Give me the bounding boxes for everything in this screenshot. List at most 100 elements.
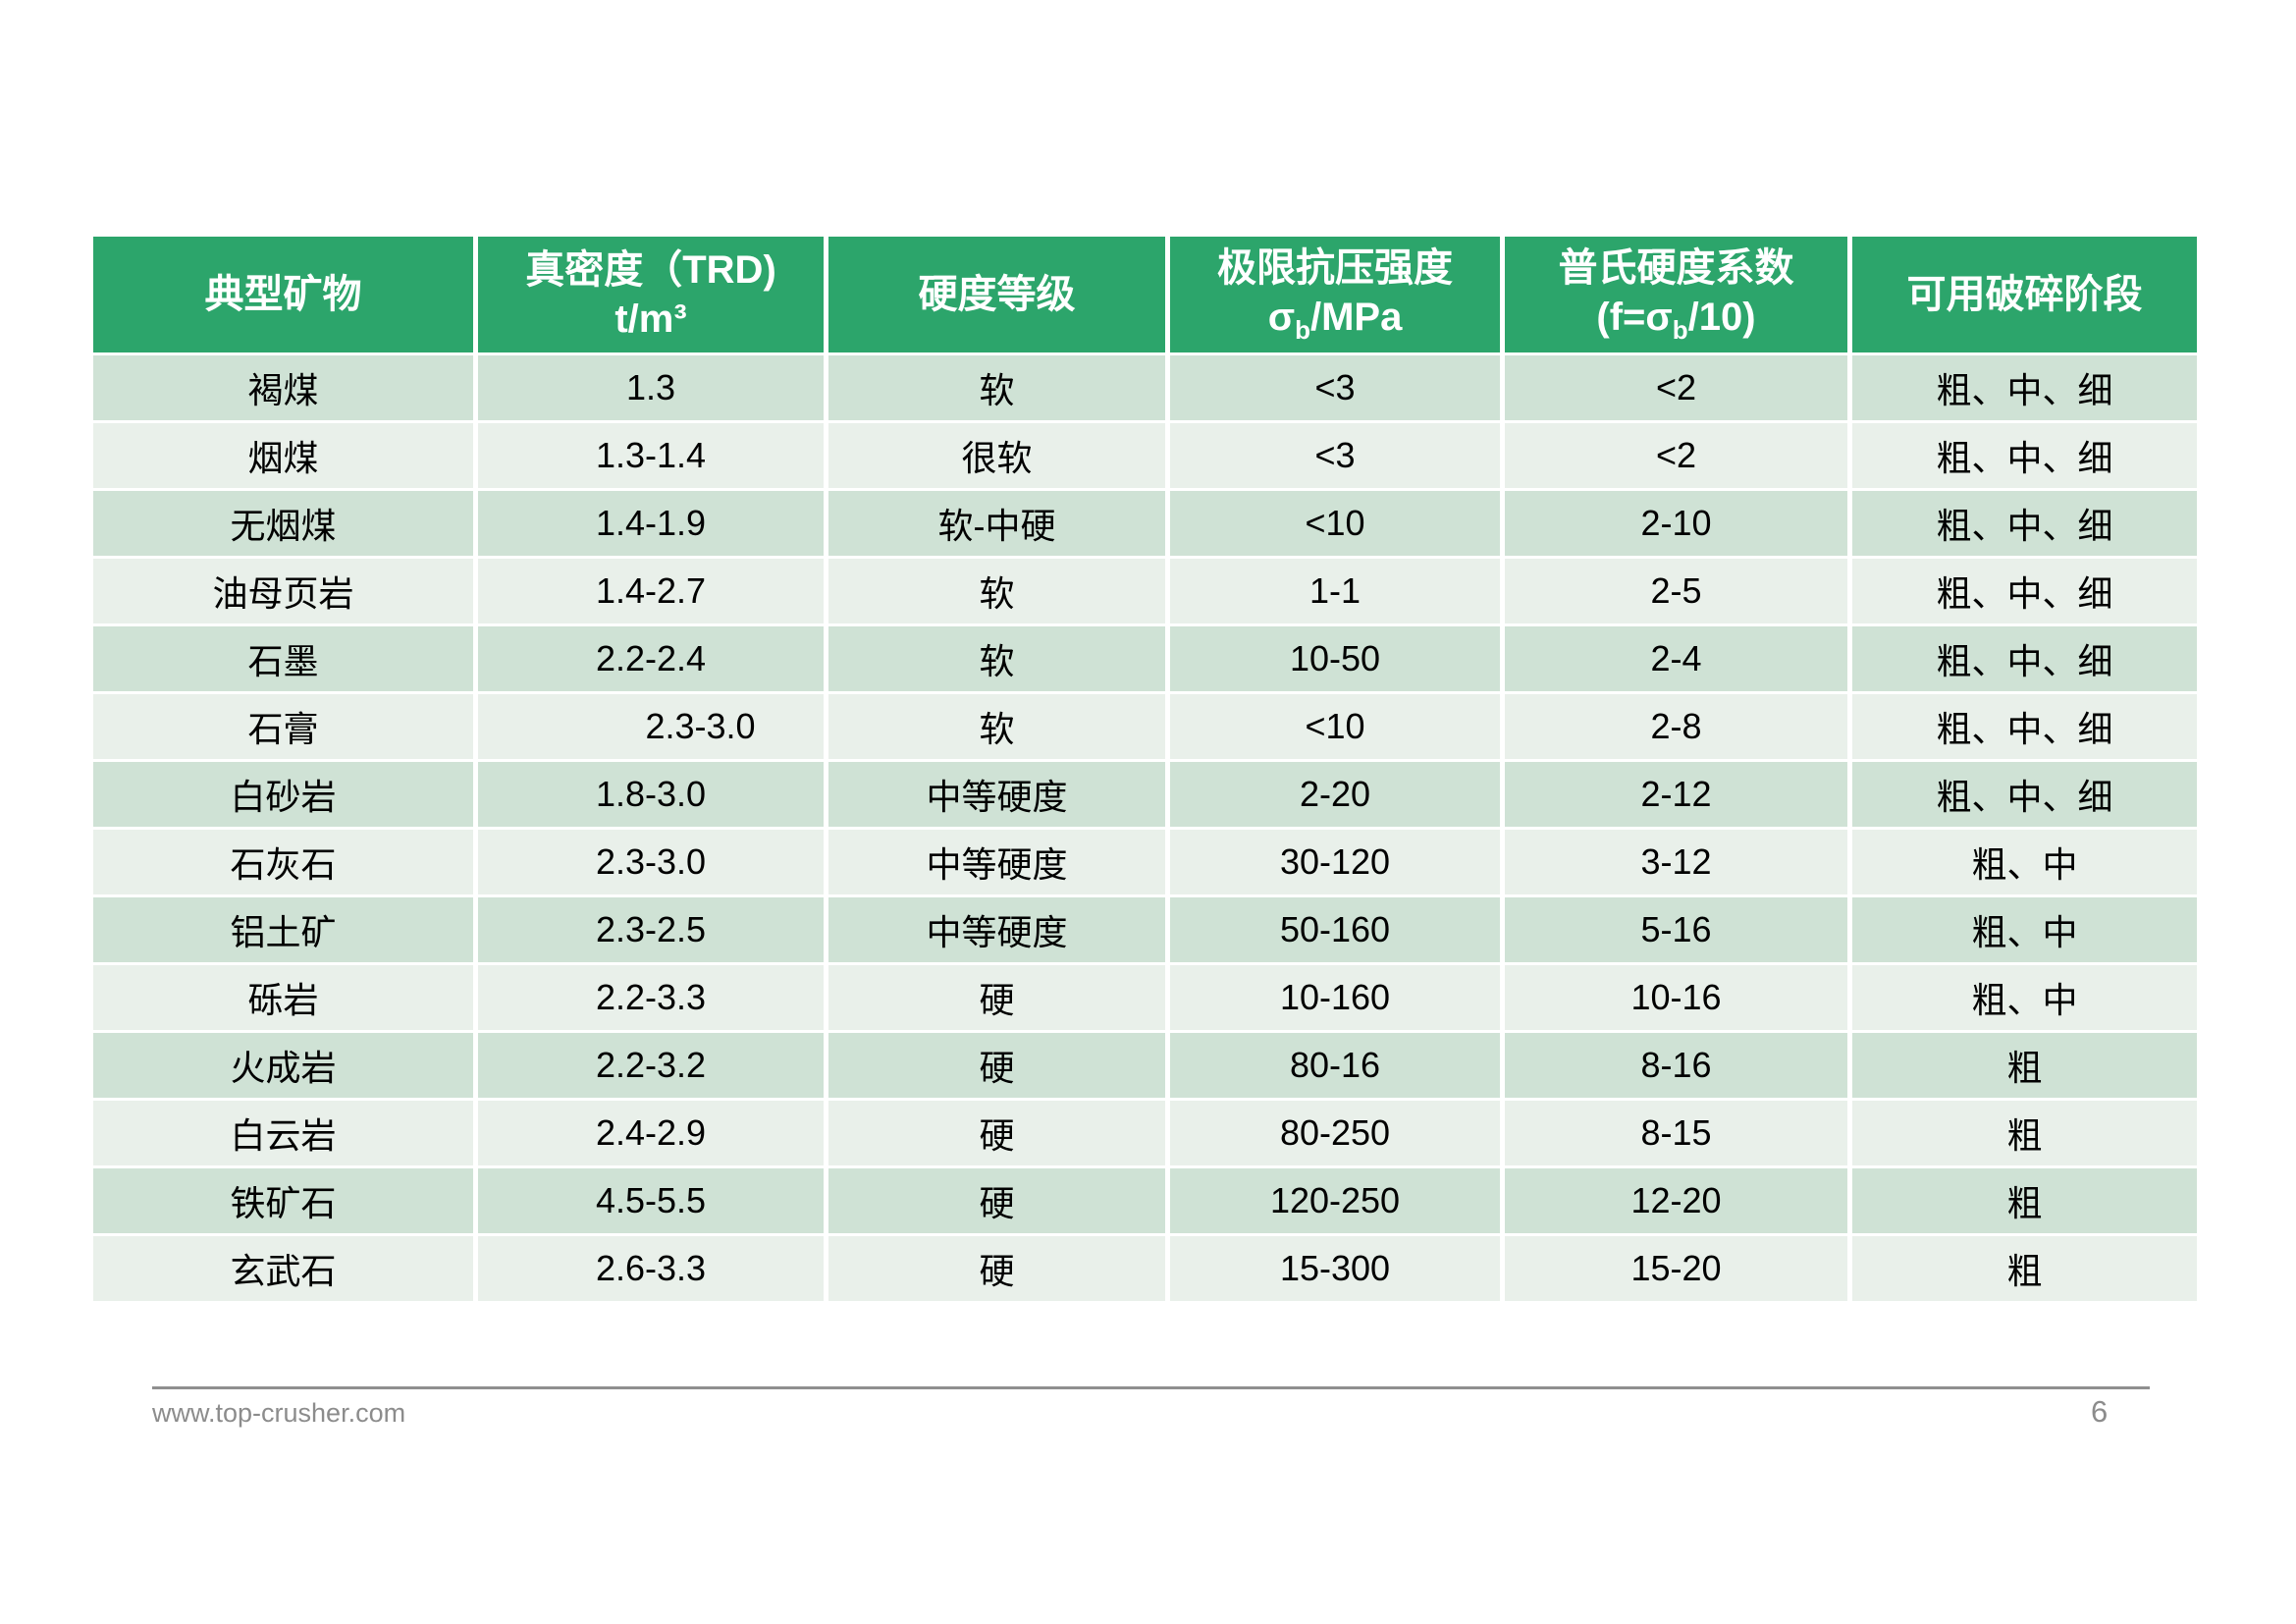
cell-strength: 15-300 [1165, 1233, 1505, 1304]
cell-coefficient: 8-15 [1500, 1098, 1852, 1168]
cell-coefficient: 2-8 [1500, 691, 1852, 762]
table-row: 油母页岩 1.4-2.7 软 1-1 2-5 粗、中、细 [88, 556, 2202, 626]
table-row: 白砂岩 1.8-3.0 中等硬度 2-20 2-12 粗、中、细 [88, 759, 2202, 830]
cell-strength: 2-20 [1165, 759, 1505, 830]
cell-mineral: 石灰石 [88, 827, 478, 897]
cell-coefficient: 10-16 [1500, 962, 1852, 1033]
cell-strength: 10-50 [1165, 623, 1505, 694]
table-row: 砾岩 2.2-3.3 硬 10-160 10-16 粗、中 [88, 962, 2202, 1033]
cell-density: 1.3-1.4 [473, 420, 828, 491]
table-row: 铁矿石 4.5-5.5 硬 120-250 12-20 粗 [88, 1165, 2202, 1236]
table-row: 火成岩 2.2-3.2 硬 80-16 8-16 粗 [88, 1030, 2202, 1101]
cell-hardness: 中等硬度 [824, 759, 1170, 830]
table-row: 铝土矿 2.3-2.5 中等硬度 50-160 5-16 粗、中 [88, 894, 2202, 965]
cell-stages: 粗、中、细 [1847, 759, 2202, 830]
column-header-line: 极限抗压强度 [1217, 245, 1453, 290]
cell-density: 2.4-2.9 [473, 1098, 828, 1168]
table-row: 白云岩 2.4-2.9 硬 80-250 8-15 粗 [88, 1098, 2202, 1168]
cell-coefficient: 15-20 [1500, 1233, 1852, 1304]
cell-mineral: 白砂岩 [88, 759, 478, 830]
table-row: 褐煤 1.3 软 <3 <2 粗、中、细 [88, 352, 2202, 423]
cell-density: 1.8-3.0 [473, 759, 828, 830]
table-row: 石膏 2.3-3.0 软 <10 2-8 粗、中、细 [88, 691, 2202, 762]
cell-strength: 10-160 [1165, 962, 1505, 1033]
cell-stages: 粗、中、细 [1847, 623, 2202, 694]
cell-coefficient: <2 [1500, 420, 1852, 491]
cell-stages: 粗、中 [1847, 962, 2202, 1033]
cell-mineral: 石膏 [88, 691, 478, 762]
column-header-strength: 极限抗压强度 σb/MPa [1165, 234, 1505, 355]
cell-density: 2.3-3.0 [473, 691, 828, 762]
cell-hardness: 软 [824, 623, 1170, 694]
cell-strength: <3 [1165, 420, 1505, 491]
cell-coefficient: 8-16 [1500, 1030, 1852, 1101]
cell-mineral: 褐煤 [88, 352, 478, 423]
cell-coefficient: 2-10 [1500, 488, 1852, 559]
cell-strength: <10 [1165, 488, 1505, 559]
column-header-line: 可用破碎阶段 [1906, 273, 2143, 316]
cell-stages: 粗、中、细 [1847, 420, 2202, 491]
column-header-line: t/m³ [614, 298, 687, 341]
cell-coefficient: 5-16 [1500, 894, 1852, 965]
table-row: 石灰石 2.3-3.0 中等硬度 30-120 3-12 粗、中 [88, 827, 2202, 897]
cell-density: 1.4-1.9 [473, 488, 828, 559]
footer-website-url: www.top-crusher.com [152, 1398, 406, 1428]
cell-hardness: 软 [824, 691, 1170, 762]
cell-mineral: 油母页岩 [88, 556, 478, 626]
column-header-mineral: 典型矿物 [88, 234, 478, 355]
cell-density: 4.5-5.5 [473, 1165, 828, 1236]
header-row: 典型矿物 真密度（TRD) t/m³ 硬度等级 极限抗压强度 σb/MPa 普氏硬度系数 (f… [88, 234, 2202, 355]
cell-strength: 30-120 [1165, 827, 1505, 897]
cell-strength: <3 [1165, 352, 1505, 423]
column-header-line: σb/MPa [1267, 295, 1403, 345]
cell-mineral: 火成岩 [88, 1030, 478, 1101]
table-row: 玄武石 2.6-3.3 硬 15-300 15-20 粗 [88, 1233, 2202, 1304]
table-body: 褐煤 1.3 软 <3 <2 粗、中、细 烟煤 1.3-1.4 很软 <3 <2 粗、中、细 无烟煤 1.… [88, 352, 2202, 1304]
cell-strength: 80-250 [1165, 1098, 1505, 1168]
cell-coefficient: 2-5 [1500, 556, 1852, 626]
cell-strength: 120-250 [1165, 1165, 1505, 1236]
minerals-table: 典型矿物 真密度（TRD) t/m³ 硬度等级 极限抗压强度 σb/MPa 普氏硬度系数 (f… [88, 234, 2202, 1304]
cell-density: 2.2-3.2 [473, 1030, 828, 1101]
cell-density: 2.3-3.0 [473, 827, 828, 897]
cell-mineral: 白云岩 [88, 1098, 478, 1168]
cell-stages: 粗、中 [1847, 827, 2202, 897]
cell-mineral: 砾岩 [88, 962, 478, 1033]
cell-hardness: 中等硬度 [824, 894, 1170, 965]
cell-stages: 粗 [1847, 1030, 2202, 1101]
cell-hardness: 硬 [824, 1098, 1170, 1168]
column-header-line: 典型矿物 [204, 273, 362, 316]
cell-stages: 粗、中 [1847, 894, 2202, 965]
cell-hardness: 硬 [824, 1233, 1170, 1304]
cell-hardness: 软 [824, 352, 1170, 423]
cell-stages: 粗、中、细 [1847, 488, 2202, 559]
cell-strength: 1-1 [1165, 556, 1505, 626]
column-header-stages: 可用破碎阶段 [1847, 234, 2202, 355]
table-row: 无烟煤 1.4-1.9 软-中硬 <10 2-10 粗、中、细 [88, 488, 2202, 559]
cell-coefficient: 2-12 [1500, 759, 1852, 830]
cell-mineral: 玄武石 [88, 1233, 478, 1304]
cell-hardness: 软 [824, 556, 1170, 626]
cell-coefficient: 3-12 [1500, 827, 1852, 897]
cell-hardness: 硬 [824, 1030, 1170, 1101]
cell-hardness: 硬 [824, 962, 1170, 1033]
cell-mineral: 无烟煤 [88, 488, 478, 559]
cell-mineral: 石墨 [88, 623, 478, 694]
cell-hardness: 软-中硬 [824, 488, 1170, 559]
cell-density: 1.3 [473, 352, 828, 423]
cell-stages: 粗 [1847, 1098, 2202, 1168]
cell-stages: 粗 [1847, 1165, 2202, 1236]
cell-strength: 50-160 [1165, 894, 1505, 965]
cell-density: 1.4-2.7 [473, 556, 828, 626]
cell-density: 2.6-3.3 [473, 1233, 828, 1304]
column-header-hardness: 硬度等级 [824, 234, 1170, 355]
column-header-line: (f=σb/10) [1596, 295, 1756, 345]
cell-hardness: 很软 [824, 420, 1170, 491]
cell-density: 2.3-2.5 [473, 894, 828, 965]
cell-mineral: 烟煤 [88, 420, 478, 491]
cell-coefficient: 12-20 [1500, 1165, 1852, 1236]
cell-strength: <10 [1165, 691, 1505, 762]
cell-mineral: 铁矿石 [88, 1165, 478, 1236]
cell-density: 2.2-3.3 [473, 962, 828, 1033]
